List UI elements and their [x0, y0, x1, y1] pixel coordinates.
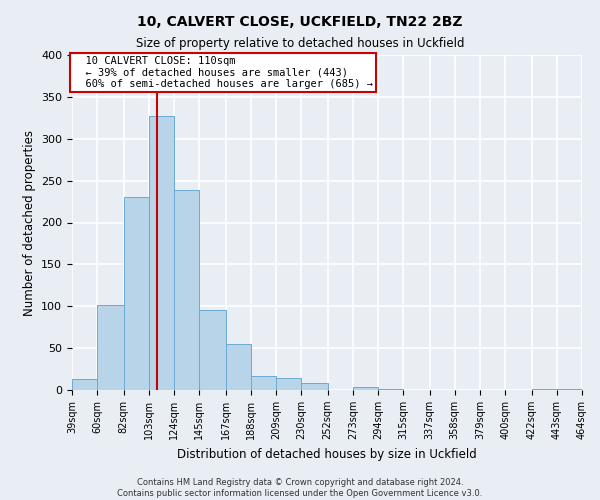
Bar: [199, 310, 226, 390]
Bar: [353, 388, 378, 390]
Bar: [532, 389, 557, 390]
Text: Contains HM Land Registry data © Crown copyright and database right 2024.
Contai: Contains HM Land Registry data © Crown c…: [118, 478, 482, 498]
Bar: [276, 378, 301, 390]
Bar: [251, 376, 276, 390]
Y-axis label: Number of detached properties: Number of detached properties: [23, 130, 35, 316]
Text: Size of property relative to detached houses in Uckfield: Size of property relative to detached ho…: [136, 38, 464, 51]
Bar: [97, 306, 124, 390]
Bar: [124, 198, 149, 390]
X-axis label: Distribution of detached houses by size in Uckfield: Distribution of detached houses by size …: [177, 448, 477, 460]
Bar: [301, 384, 328, 390]
Bar: [226, 344, 251, 390]
Text: 10 CALVERT CLOSE: 110sqm
  ← 39% of detached houses are smaller (443)
  60% of s: 10 CALVERT CLOSE: 110sqm ← 39% of detach…: [73, 56, 373, 89]
Text: 10, CALVERT CLOSE, UCKFIELD, TN22 2BZ: 10, CALVERT CLOSE, UCKFIELD, TN22 2BZ: [137, 15, 463, 29]
Bar: [557, 389, 582, 390]
Bar: [72, 379, 97, 390]
Bar: [174, 190, 199, 390]
Bar: [378, 389, 403, 390]
Bar: [149, 116, 174, 390]
